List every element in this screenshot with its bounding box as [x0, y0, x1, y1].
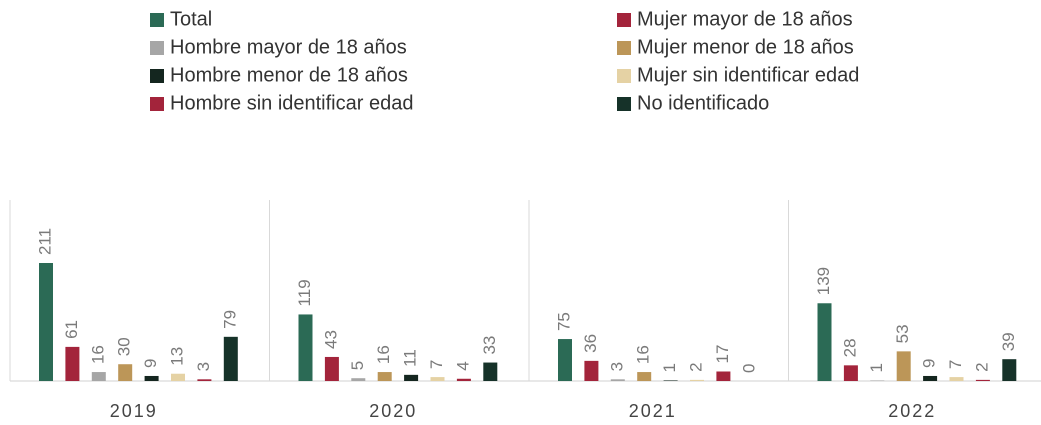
bar	[324, 356, 339, 381]
value-label: 3	[607, 362, 626, 371]
bar	[610, 379, 625, 381]
legend-label: No identificado	[637, 92, 769, 114]
value-label: 9	[141, 358, 160, 367]
value-label: 16	[634, 345, 653, 364]
bar	[91, 372, 106, 381]
bar	[483, 362, 498, 381]
value-label: 28	[840, 338, 859, 357]
legend-label: Mujer mayor de 18 años	[637, 8, 853, 30]
bar	[975, 379, 990, 381]
x-tick-label: 2021	[629, 401, 677, 421]
value-label: 5	[348, 361, 367, 370]
bar	[896, 351, 911, 381]
bar	[351, 378, 366, 381]
legend-swatch	[150, 41, 164, 55]
value-label: 11	[401, 349, 420, 367]
bar	[690, 379, 704, 381]
value-label: 4	[453, 361, 472, 370]
value-label: 30	[115, 337, 134, 356]
legend-swatch	[617, 97, 631, 111]
bar	[843, 365, 858, 381]
bar	[817, 303, 832, 381]
x-tick-label: 2019	[110, 401, 158, 421]
value-label: 36	[581, 334, 600, 353]
bar	[637, 372, 652, 381]
legend-swatch	[150, 13, 164, 27]
value-label: 0	[739, 364, 758, 373]
bar	[39, 263, 53, 381]
value-label: 13	[167, 347, 186, 366]
legend-swatch	[617, 41, 631, 55]
value-label: 79	[220, 310, 239, 329]
legend-label: Mujer menor de 18 años	[637, 36, 854, 58]
value-label: 16	[88, 345, 107, 364]
bar	[118, 364, 133, 381]
value-label: 3	[194, 362, 213, 371]
value-label: 1	[867, 363, 886, 372]
bar	[377, 372, 392, 381]
value-label: 75	[554, 312, 573, 331]
legend-swatch	[617, 13, 631, 27]
value-label: 33	[480, 336, 499, 355]
value-label: 43	[321, 330, 340, 349]
bar	[663, 380, 678, 381]
value-label: 1	[660, 363, 679, 372]
value-label: 2	[686, 362, 705, 371]
legend-label: Total	[170, 8, 212, 30]
bar	[716, 371, 731, 381]
legend-label: Hombre menor de 18 años	[170, 64, 408, 86]
bar	[584, 360, 599, 381]
bar	[923, 375, 938, 381]
legend-swatch	[617, 69, 631, 83]
value-label: 61	[62, 320, 81, 339]
value-label: 17	[713, 345, 732, 364]
value-label: 7	[427, 360, 446, 369]
bar	[404, 374, 419, 381]
x-tick-label: 2020	[369, 401, 417, 421]
legend-label: Mujer sin identificar edad	[637, 64, 859, 86]
value-label: 2	[972, 362, 991, 371]
value-label: 119	[295, 279, 314, 306]
value-label: 39	[999, 332, 1018, 351]
bar	[223, 336, 238, 381]
legend-swatch	[150, 69, 164, 83]
value-label: 211	[35, 228, 54, 255]
bar	[456, 378, 471, 381]
legend-label: Hombre sin identificar edad	[170, 92, 413, 114]
legend-label: Hombre mayor de 18 años	[170, 36, 407, 58]
value-label: 16	[374, 345, 393, 364]
bar	[870, 380, 885, 381]
bar	[430, 377, 445, 381]
bar	[298, 314, 313, 381]
value-label: 9	[920, 358, 939, 367]
value-label: 7	[946, 360, 965, 369]
bar	[144, 375, 159, 381]
x-tick-label: 2022	[888, 401, 936, 421]
value-label: 139	[814, 267, 833, 295]
bar	[558, 339, 572, 381]
bar	[65, 346, 80, 381]
bar	[197, 379, 212, 381]
bar	[171, 373, 185, 381]
value-label: 53	[893, 324, 912, 343]
bar	[949, 377, 964, 381]
bar	[1002, 359, 1017, 381]
legend-swatch	[150, 97, 164, 111]
